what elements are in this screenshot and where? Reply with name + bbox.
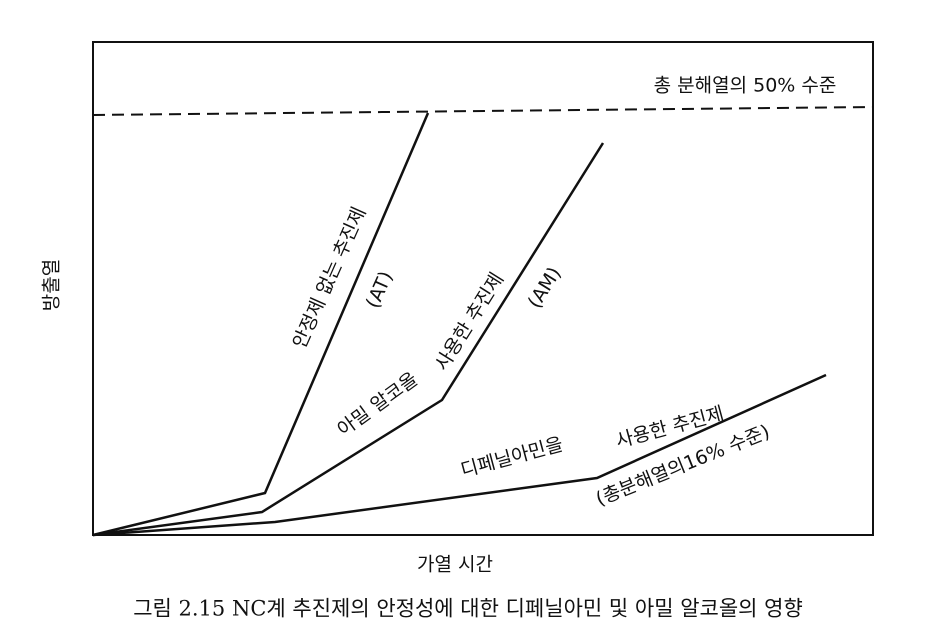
y-axis-label: 방출열: [41, 259, 63, 311]
curve-code: (AT): [362, 268, 398, 312]
curve-at: [92, 112, 430, 537]
curve-dpa: [92, 373, 827, 537]
reference-line: [92, 106, 874, 116]
caption: 그림 2.15 NC계 추진제의 안정성에 대한 디페닐아민 및 아밀 알코올의…: [133, 597, 803, 621]
curve-code: (AM): [524, 263, 566, 312]
curve-label: 아밀 알코올: [333, 368, 422, 441]
reference-label: 총 분해열의 50% 수준: [654, 75, 837, 97]
curve-label: 디페닐아민을: [458, 433, 565, 481]
x-axis-label: 가열 시간: [417, 554, 493, 576]
plot-frame: [92, 41, 874, 536]
curve-label: 사용한 추진제: [431, 269, 508, 375]
curve-am: [92, 142, 605, 537]
